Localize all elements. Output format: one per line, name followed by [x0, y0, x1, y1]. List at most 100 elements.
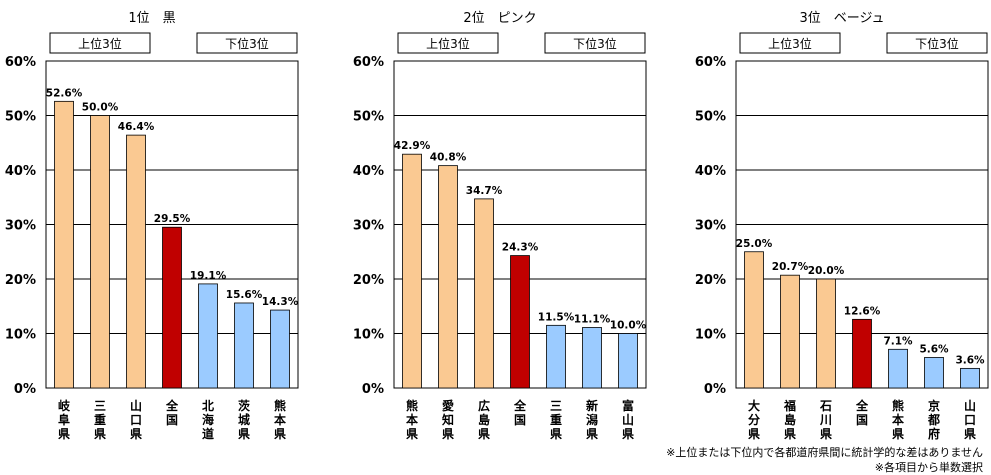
- bottom-rank-label: 下位3位: [915, 36, 959, 51]
- y-tick-label: 50%: [695, 110, 726, 125]
- bar-3: [126, 134, 146, 389]
- x-category-label: 全国: [855, 398, 869, 427]
- x-category-label: 新潟県: [586, 398, 598, 441]
- y-tick-label: 20%: [695, 273, 726, 288]
- x-category-label: 三重県: [550, 399, 562, 441]
- y-tick-label: 40%: [353, 164, 384, 179]
- bar-7: [618, 333, 638, 389]
- top-rank-label: 上位3位: [78, 36, 122, 51]
- y-tick-label: 50%: [5, 110, 36, 125]
- x-category-label: 石川県: [819, 399, 832, 441]
- top-rank-label: 上位3位: [426, 36, 470, 51]
- bar-1: [54, 100, 74, 389]
- data-label: 20.7%: [772, 261, 809, 273]
- x-category-label: 熊本県: [406, 398, 418, 441]
- x-category-label: 福島県: [783, 398, 796, 441]
- y-tick-label: 10%: [353, 328, 384, 343]
- bottom-rank-box: [886, 32, 988, 54]
- y-tick-label: 40%: [5, 164, 36, 179]
- bar-6: [924, 357, 944, 389]
- bar-5: [546, 324, 566, 389]
- x-category-label: 山口県: [964, 398, 976, 441]
- bar-5: [198, 283, 218, 389]
- data-label: 10.0%: [610, 320, 647, 332]
- y-tick-label: 50%: [353, 110, 384, 125]
- data-label: 14.3%: [262, 296, 299, 308]
- bar-3: [816, 278, 836, 389]
- bar-1: [744, 251, 764, 389]
- x-category-label: 北海道: [202, 398, 214, 441]
- bar-4: [510, 255, 530, 389]
- x-category-label: 全国: [165, 398, 179, 427]
- bar-3: [474, 198, 494, 389]
- y-tick-label: 30%: [353, 219, 384, 234]
- data-label: 50.0%: [82, 102, 119, 114]
- bottom-rank-box: [544, 32, 646, 54]
- data-label: 24.3%: [502, 242, 539, 254]
- top-rank-box: [739, 32, 841, 54]
- y-tick-label: 60%: [5, 55, 36, 70]
- bar-4: [162, 226, 182, 389]
- y-tick-label: 40%: [695, 164, 726, 179]
- bar-6: [582, 327, 602, 389]
- y-tick-label: 20%: [5, 273, 36, 288]
- bottom-rank-box: [196, 32, 298, 54]
- y-tick-label: 60%: [695, 55, 726, 70]
- y-tick-label: 0%: [14, 382, 36, 397]
- y-tick-label: 60%: [353, 55, 384, 70]
- x-category-label: 熊本県: [892, 398, 904, 441]
- data-label: 11.5%: [538, 311, 575, 323]
- data-label: 15.6%: [226, 289, 263, 301]
- x-category-label: 大分県: [748, 398, 760, 441]
- footnote-single-choice: ※各項目から単数選択: [874, 461, 983, 474]
- data-label: 7.1%: [883, 335, 913, 347]
- top-rank-box: [49, 32, 151, 54]
- y-tick-label: 10%: [5, 328, 36, 343]
- x-category-label: 熊本県: [274, 398, 286, 441]
- bar-2: [90, 115, 110, 389]
- data-label: 29.5%: [154, 213, 191, 225]
- bar-2: [438, 165, 458, 389]
- x-category-label: 三重県: [94, 399, 106, 441]
- bar-1: [402, 153, 422, 389]
- data-label: 25.0%: [736, 238, 773, 250]
- y-tick-label: 20%: [353, 273, 384, 288]
- bar-2: [780, 274, 800, 389]
- y-tick-label: 10%: [695, 328, 726, 343]
- x-category-label: 山口県: [130, 398, 142, 441]
- top-rank-box: [397, 32, 499, 54]
- data-label: 5.6%: [919, 343, 949, 355]
- x-category-label: 茨城県: [238, 398, 250, 441]
- data-label: 19.1%: [190, 270, 227, 282]
- x-category-label: 京都府: [927, 398, 940, 441]
- y-tick-label: 0%: [704, 382, 726, 397]
- bottom-rank-label: 下位3位: [225, 36, 269, 51]
- data-label: 20.0%: [808, 265, 845, 277]
- y-tick-label: 30%: [695, 219, 726, 234]
- data-label: 40.8%: [430, 152, 467, 164]
- x-category-label: 富山県: [622, 398, 634, 441]
- top-rank-label: 上位3位: [768, 36, 812, 51]
- bar-7: [960, 367, 980, 389]
- bar-5: [888, 348, 908, 389]
- bar-6: [234, 302, 254, 389]
- bottom-rank-label: 下位3位: [573, 36, 617, 51]
- y-tick-label: 30%: [5, 219, 36, 234]
- data-label: 34.7%: [466, 185, 503, 197]
- data-label: 12.6%: [844, 305, 881, 317]
- data-label: 52.6%: [46, 87, 83, 99]
- x-category-label: 岐阜県: [58, 398, 71, 441]
- data-label: 42.9%: [394, 140, 431, 152]
- chart-title: 2位 ピンク: [463, 11, 536, 26]
- data-label: 11.1%: [574, 314, 611, 326]
- footnote-significance: ※上位または下位内で各都道府県間に統計学的な差はありません: [666, 446, 983, 459]
- y-tick-label: 0%: [362, 382, 384, 397]
- data-label: 3.6%: [955, 354, 985, 366]
- x-category-label: 全国: [513, 398, 527, 427]
- data-label: 46.4%: [118, 121, 155, 133]
- chart-title: 1位 黒: [128, 11, 175, 26]
